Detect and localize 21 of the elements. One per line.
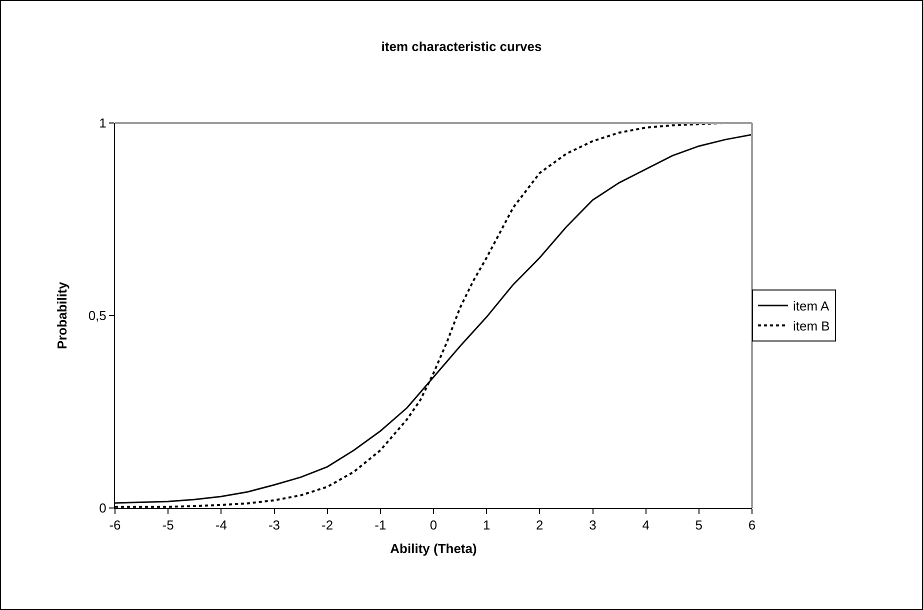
y-axis-title: Probability — [54, 281, 70, 350]
x-tick-label: 3 — [589, 518, 596, 533]
x-tick-label: -4 — [215, 518, 227, 533]
x-tick-label: 0 — [430, 518, 438, 533]
x-tick-label: 1 — [482, 518, 490, 533]
x-tick-label: 6 — [748, 518, 756, 533]
x-tick-label: -1 — [374, 518, 386, 533]
y-tick-label: 1 — [99, 116, 106, 131]
x-tick-label: 4 — [642, 518, 650, 533]
chart-title: item characteristic curves — [381, 39, 542, 54]
x-tick-label: -3 — [268, 518, 280, 533]
x-tick-label: -2 — [322, 518, 334, 533]
y-tick-label: 0,5 — [88, 308, 106, 324]
x-tick-label: 5 — [695, 518, 703, 533]
x-tick-label: 2 — [536, 518, 544, 533]
legend-label: item A — [793, 298, 830, 314]
y-tick-label: 0 — [99, 500, 106, 516]
legend-label: item B — [793, 318, 830, 334]
x-axis-title: Ability (Theta) — [390, 541, 477, 556]
x-tick-label: -5 — [162, 518, 174, 533]
x-tick-label: -6 — [109, 518, 121, 533]
